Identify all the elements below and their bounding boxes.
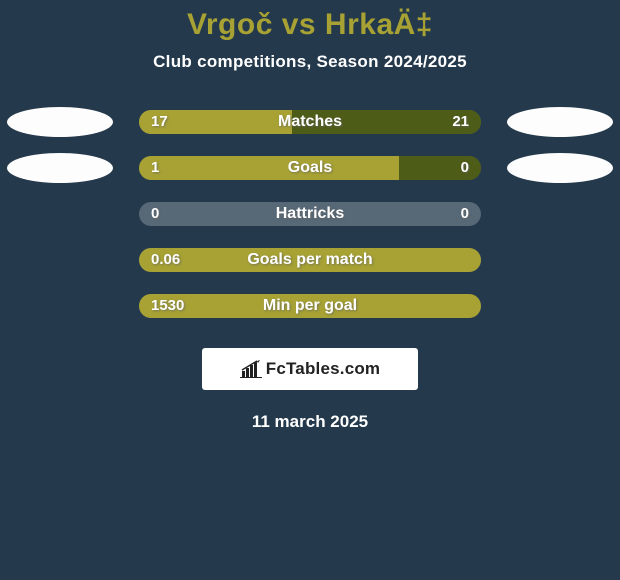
logo-text: FcTables.com (266, 359, 381, 379)
stats-container: Matches1721 Goals10 Hattricks00 Goals per m… (0, 110, 620, 318)
date-label: 11 march 2025 (0, 412, 620, 432)
team-badge-left (7, 107, 113, 137)
bar-left (139, 156, 399, 180)
comparison-infographic: Vrgoč vs HrkaÄ‡ Club competitions, Seaso… (0, 0, 620, 580)
bar-left (139, 110, 292, 134)
page-title: Vrgoč vs HrkaÄ‡ (0, 8, 620, 42)
stat-row: Matches1721 (0, 110, 620, 134)
stat-row: Min per goal1530 (0, 294, 620, 318)
team-badge-right (507, 153, 613, 183)
bar-left (139, 294, 481, 318)
bar-track (139, 294, 481, 318)
bar-track (139, 248, 481, 272)
stat-row: Hattricks00 (0, 202, 620, 226)
bar-track (139, 202, 481, 226)
bar-track (139, 156, 481, 180)
stat-row: Goals10 (0, 156, 620, 180)
subtitle: Club competitions, Season 2024/2025 (0, 52, 620, 72)
stat-row: Goals per match0.06 (0, 248, 620, 272)
bar-right (292, 110, 481, 134)
bar-right (399, 156, 481, 180)
team-badge-left (7, 153, 113, 183)
bar-left (139, 248, 481, 272)
site-logo: FcTables.com (202, 348, 418, 390)
team-badge-right (507, 107, 613, 137)
bar-track (139, 110, 481, 134)
bar-chart-icon (240, 360, 262, 378)
